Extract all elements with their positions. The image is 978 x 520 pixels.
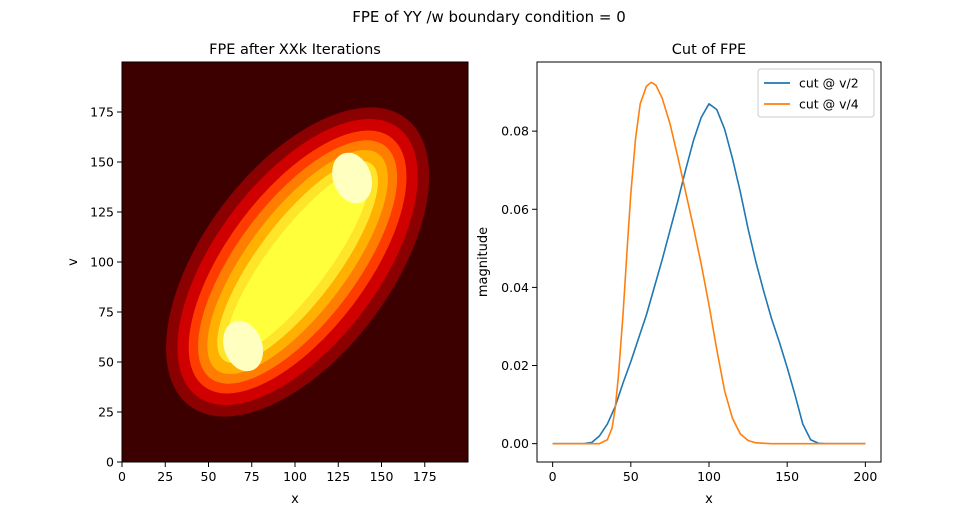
cut-y-tick-label: 0.00 [501, 436, 529, 451]
heatmap-panel: FPE after XXk Iterations 0 25 50 75 100 125 15… [66, 42, 469, 507]
heatmap-x-tick-label: 0 [118, 469, 126, 484]
contour-peak-1 [332, 152, 373, 204]
cut-x-tick-label: 0 [549, 469, 557, 484]
contour-peak-0 [223, 320, 264, 372]
heatmap-x-tick-label: 50 [201, 469, 217, 484]
legend-label-0: cut @ v/2 [799, 76, 859, 91]
contour-level-7 [226, 171, 369, 353]
heatmap-y-tick-label: 100 [90, 255, 114, 270]
heatmap-y-tick-label: 0 [106, 455, 114, 470]
heatmap-x-tick-label: 125 [326, 469, 350, 484]
cut-y-label: magnitude [476, 227, 491, 297]
cut-x-tick-label: 150 [775, 469, 799, 484]
legend-label-1: cut @ v/4 [799, 97, 859, 112]
heatmap-x-tick-label: 100 [283, 469, 307, 484]
series-line-1 [552, 81, 866, 445]
heatmap-x-tick-label: 75 [244, 469, 260, 484]
heatmap-x-tick-label: 25 [157, 469, 173, 484]
cut-panel: Cut of FPE 0 50 100 150 200 0.00 0.02 0.04 0.06… [476, 42, 882, 507]
heatmap-y-tick-label: 125 [90, 205, 114, 220]
heatmap-y-tick-label: 75 [98, 305, 114, 320]
cut-x-label: x [705, 492, 713, 507]
cut-x-tick-label: 50 [623, 469, 639, 484]
cut-y-ticks: 0.00 0.02 0.04 0.06 0.08 [501, 124, 537, 451]
cut-x-ticks: 0 50 100 150 200 [549, 462, 877, 484]
heatmap-x-tick-label: 150 [370, 469, 394, 484]
legend-box [757, 68, 875, 118]
cut-title: Cut of FPE [672, 42, 746, 58]
heatmap-y-ticks: 0 25 50 75 100 125 150 175 [90, 105, 122, 470]
heatmap-y-tick-label: 25 [98, 405, 114, 420]
cut-y-tick-label: 0.06 [501, 202, 529, 217]
cut-x-tick-label: 200 [853, 469, 877, 484]
cut-x-tick-label: 100 [697, 469, 721, 484]
heatmap-title: FPE after XXk Iterations [209, 42, 381, 58]
cut-frame [536, 61, 882, 463]
series-line-0 [552, 103, 866, 445]
cut-legend: cut @ v/2 cut @ v/4 [757, 68, 875, 118]
cut-y-tick-label: 0.04 [501, 280, 529, 295]
heatmap-y-tick-label: 150 [90, 155, 114, 170]
figure-suptitle: FPE of YY /w boundary condition = 0 [352, 8, 626, 26]
heatmap-x-tick-label: 175 [413, 469, 437, 484]
heatmap-y-tick-label: 175 [90, 105, 114, 120]
heatmap-x-ticks: 0 25 50 75 100 125 150 175 [118, 462, 437, 484]
heatmap-contours [122, 62, 468, 462]
heatmap-y-label: v [66, 258, 81, 266]
cut-y-tick-label: 0.02 [501, 358, 529, 373]
cut-y-tick-label: 0.08 [501, 124, 529, 139]
heatmap-y-tick-label: 50 [98, 355, 114, 370]
cut-series-lines [552, 81, 866, 445]
heatmap-x-label: x [291, 492, 299, 507]
